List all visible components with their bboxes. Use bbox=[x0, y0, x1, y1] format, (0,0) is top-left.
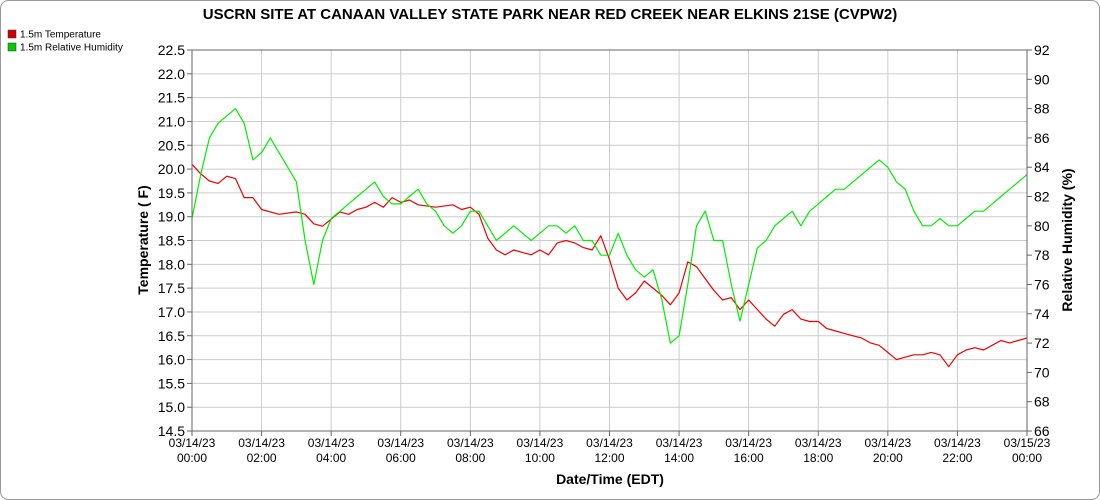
y-right-tick-label: 68 bbox=[1034, 394, 1050, 410]
x-tick-label-date: 03/14/23 bbox=[377, 436, 424, 450]
series-line-humidity bbox=[191, 107, 1028, 344]
y-right-tick-label: 88 bbox=[1034, 101, 1050, 117]
x-tick-label-time: 14:00 bbox=[664, 451, 694, 465]
x-axis-ticks: 03/14/2300:0003/14/2302:0003/14/2304:000… bbox=[169, 431, 1051, 465]
legend: 1.5m Temperature 1.5m Relative Humidity bbox=[7, 29, 123, 54]
x-tick-label-time: 20:00 bbox=[873, 451, 903, 465]
x-tick-label-date: 03/14/23 bbox=[447, 436, 494, 450]
y-right-tick-label: 76 bbox=[1034, 276, 1050, 292]
y-left-tick-label: 19.5 bbox=[158, 185, 185, 201]
y-left-tick-label: 15.0 bbox=[158, 399, 185, 415]
series-line-temperature bbox=[191, 163, 1028, 368]
y-left-tick-label: 18.5 bbox=[158, 233, 185, 249]
y-axis-left-label: Temperature ( F) bbox=[135, 185, 151, 294]
y-right-tick-label: 74 bbox=[1034, 306, 1050, 322]
y-left-tick-label: 16.5 bbox=[158, 328, 185, 344]
legend-label-humidity: 1.5m Relative Humidity bbox=[20, 43, 123, 54]
x-tick-label-date: 03/14/23 bbox=[795, 436, 842, 450]
x-tick-label-date: 03/14/23 bbox=[308, 436, 355, 450]
y-right-tick-label: 72 bbox=[1034, 335, 1050, 351]
x-tick-label-time: 00:00 bbox=[177, 451, 207, 465]
y-left-tick-label: 17.5 bbox=[158, 280, 185, 296]
y-left-tick-label: 22.0 bbox=[158, 66, 185, 82]
y-left-tick-label: 22.5 bbox=[158, 42, 185, 58]
x-tick-label-date: 03/14/23 bbox=[725, 436, 772, 450]
x-tick-label-time: 06:00 bbox=[386, 451, 416, 465]
y-right-tick-label: 78 bbox=[1034, 247, 1050, 263]
y-left-tick-label: 14.5 bbox=[158, 423, 185, 439]
y-right-tick-label: 82 bbox=[1034, 189, 1050, 205]
y-right-tick-label: 66 bbox=[1034, 423, 1050, 439]
x-tick-label-time: 02:00 bbox=[247, 451, 277, 465]
x-tick-label-time: 04:00 bbox=[316, 451, 346, 465]
legend-swatch-humidity bbox=[7, 42, 17, 52]
y-axis-left-ticks: 14.5 15.0 15.5 16.0 16.5 17.0 17.5 18.0 18.5 19.0… bbox=[158, 42, 192, 439]
x-tick-label-date: 03/14/23 bbox=[169, 436, 216, 450]
y-axis-right-ticks: 66 68 70 72 74 76 78 80 82 84 86 88 90 92 bbox=[1027, 42, 1050, 439]
y-left-tick-label: 19.0 bbox=[158, 209, 185, 225]
y-left-tick-label: 21.5 bbox=[158, 90, 185, 106]
y-right-tick-label: 92 bbox=[1034, 42, 1050, 58]
y-right-tick-label: 84 bbox=[1034, 159, 1050, 175]
legend-label-temperature: 1.5m Temperature bbox=[20, 30, 101, 41]
x-tick-label-date: 03/15/23 bbox=[1004, 436, 1051, 450]
x-tick-label-time: 10:00 bbox=[525, 451, 555, 465]
y-right-tick-label: 90 bbox=[1034, 71, 1050, 87]
y-left-tick-label: 18.0 bbox=[158, 256, 185, 272]
legend-item-temperature: 1.5m Temperature bbox=[7, 29, 101, 41]
y-axis-right-label: Relative Humidity (%) bbox=[1059, 168, 1075, 311]
y-left-tick-label: 21.0 bbox=[158, 113, 185, 129]
x-tick-label-date: 03/14/23 bbox=[586, 436, 633, 450]
y-right-tick-label: 70 bbox=[1034, 364, 1050, 380]
series-lines bbox=[191, 107, 1028, 368]
x-tick-label-date: 03/14/23 bbox=[934, 436, 981, 450]
y-left-tick-label: 16.0 bbox=[158, 352, 185, 368]
x-axis-label: Date/Time (EDT) bbox=[556, 471, 664, 487]
y-right-tick-label: 86 bbox=[1034, 130, 1050, 146]
y-left-tick-label: 17.0 bbox=[158, 304, 185, 320]
x-tick-label-time: 18:00 bbox=[803, 451, 833, 465]
x-tick-label-date: 03/14/23 bbox=[656, 436, 703, 450]
plot-area-border bbox=[191, 49, 1028, 432]
chart-title: USCRN SITE AT CANAAN VALLEY STATE PARK N… bbox=[203, 6, 898, 23]
x-tick-label-time: 08:00 bbox=[455, 451, 485, 465]
x-tick-label-time: 00:00 bbox=[1012, 451, 1042, 465]
x-tick-label-date: 03/14/23 bbox=[238, 436, 285, 450]
x-tick-label-date: 03/14/23 bbox=[517, 436, 564, 450]
x-tick-label-time: 16:00 bbox=[734, 451, 764, 465]
y-left-tick-label: 20.0 bbox=[158, 161, 185, 177]
legend-swatch-temperature bbox=[7, 29, 17, 39]
legend-item-humidity: 1.5m Relative Humidity bbox=[7, 42, 123, 54]
x-tick-label-time: 22:00 bbox=[942, 451, 972, 465]
y-left-tick-label: 20.5 bbox=[158, 137, 185, 153]
y-right-tick-label: 80 bbox=[1034, 218, 1050, 234]
x-tick-label-date: 03/14/23 bbox=[864, 436, 911, 450]
y-left-tick-label: 15.5 bbox=[158, 375, 185, 391]
x-tick-label-time: 12:00 bbox=[594, 451, 624, 465]
